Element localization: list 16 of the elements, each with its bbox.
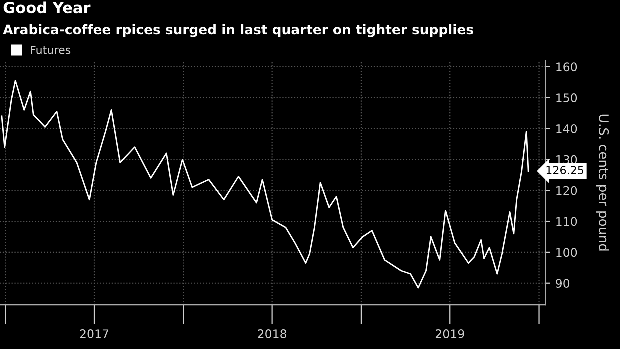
y-tick-label: 100 [556, 248, 578, 258]
y-tick-label: 110 [556, 217, 578, 226]
y-tick-label: 90 [556, 279, 570, 288]
x-tick-label: 2019 [436, 330, 464, 338]
y-tick-label: 120 [556, 186, 578, 196]
legend-label: Futures [31, 46, 71, 54]
y-tick-label: 140 [556, 124, 578, 134]
annotation: 126.25 [546, 166, 584, 175]
x-tick-label: 2018 [258, 330, 287, 338]
x-tick-label: 2017 [80, 330, 109, 338]
chart-title: Good Year [4, 2, 91, 14]
chart-subtitle: Arabica-coffee rpices surged in last quarter on tighter supplies [3, 24, 474, 38]
y-tick-label: 150 [556, 94, 578, 102]
y-tick-label: 160 [556, 62, 578, 72]
line-series [1, 80, 530, 289]
y-axis-title: U.S. cents per pound [596, 114, 610, 251]
